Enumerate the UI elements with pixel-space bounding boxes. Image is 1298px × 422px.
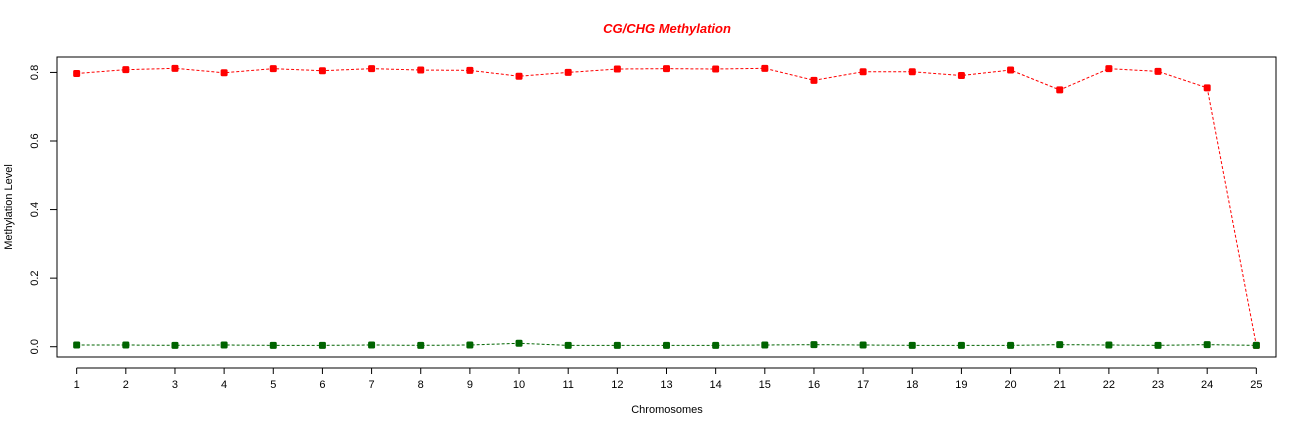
x-tick-label: 6 xyxy=(319,379,325,391)
series-point-1 xyxy=(515,72,523,80)
series-point-2 xyxy=(171,341,179,349)
series-point-1 xyxy=(1105,65,1113,73)
y-tick-label: 0.8 xyxy=(29,65,41,80)
x-tick-label: 17 xyxy=(857,379,869,391)
series-point-2 xyxy=(318,341,326,349)
chart-title: CG/CHG Methylation xyxy=(603,21,731,36)
series-point-1 xyxy=(957,72,965,80)
series-point-2 xyxy=(908,341,916,349)
series-point-1 xyxy=(663,65,670,73)
series-point-1 xyxy=(810,76,818,84)
x-tick-label: 23 xyxy=(1152,379,1164,391)
series-point-2 xyxy=(466,341,474,349)
x-tick-label: 12 xyxy=(611,379,623,391)
series-point-2 xyxy=(515,339,523,347)
series-point-2 xyxy=(564,341,572,349)
x-tick-label: 24 xyxy=(1201,379,1213,391)
y-axis-label: Methylation Level xyxy=(3,164,15,250)
x-tick-label: 22 xyxy=(1103,379,1115,391)
y-axis: 0.0 0.2 0.4 0.6 0.8 xyxy=(29,65,57,354)
x-tick-label: 5 xyxy=(270,379,276,391)
y-tick-label: 0.2 xyxy=(29,270,41,285)
series-point-2 xyxy=(1154,341,1162,349)
y-tick-label: 0.4 xyxy=(29,202,41,217)
series-point-2 xyxy=(368,341,376,349)
series-point-2 xyxy=(859,341,867,349)
x-axis: 1 2 3 4 5 6 7 8 9 10 11 12 13 14 15 16 17 18 19 20 21 22 23 24 2… xyxy=(74,367,1262,391)
series-point-1 xyxy=(368,65,376,73)
series-point-2 xyxy=(1056,341,1064,349)
series-point-1 xyxy=(1007,66,1015,74)
series-point-1 xyxy=(908,68,916,76)
x-tick-label: 3 xyxy=(172,379,178,391)
series-point-1 xyxy=(171,64,179,72)
series-point-1 xyxy=(613,65,621,73)
series-point-2 xyxy=(269,341,277,349)
x-tick-label: 19 xyxy=(955,379,967,391)
series-point-2 xyxy=(417,341,425,349)
x-tick-label: 14 xyxy=(710,379,722,391)
series-point-2 xyxy=(1007,341,1015,349)
x-tick-label: 18 xyxy=(906,379,918,391)
series-point-2 xyxy=(810,341,818,349)
x-tick-label: 1 xyxy=(74,379,80,391)
x-tick-label: 7 xyxy=(369,379,375,391)
x-tick-label: 25 xyxy=(1250,379,1262,391)
x-tick-label: 11 xyxy=(562,379,573,391)
series-point-2 xyxy=(1105,341,1113,349)
series-point-2 xyxy=(1203,341,1211,349)
x-tick-label: 8 xyxy=(418,379,424,391)
x-tick-label: 2 xyxy=(123,379,129,391)
series-point-1 xyxy=(1056,86,1064,94)
series-point-1 xyxy=(712,65,720,73)
series-line-1 xyxy=(76,67,1257,346)
series-point-2 xyxy=(712,341,720,349)
series-point-1 xyxy=(1154,67,1162,75)
x-tick-label: 21 xyxy=(1054,379,1066,391)
series-point-2 xyxy=(73,341,81,349)
x-tick-label: 9 xyxy=(467,379,473,391)
series-point-2 xyxy=(957,341,965,349)
y-tick-label: 0.0 xyxy=(29,339,41,354)
series-point-1 xyxy=(1203,84,1211,92)
x-tick-label: 4 xyxy=(221,379,227,391)
series-point-1 xyxy=(761,64,769,72)
series-point-1 xyxy=(220,69,228,77)
x-tick-label: 10 xyxy=(513,379,525,391)
series-point-2 xyxy=(220,341,228,349)
series-point-1 xyxy=(564,68,572,76)
series-point-1 xyxy=(122,66,130,74)
y-tick-label: 0.6 xyxy=(29,133,41,148)
x-tick-label: 20 xyxy=(1004,379,1016,391)
series-point-1 xyxy=(73,69,81,77)
series-layer xyxy=(73,64,1260,349)
x-tick-label: 15 xyxy=(759,379,771,391)
series-point-2 xyxy=(1252,341,1260,349)
series-point-1 xyxy=(318,67,326,75)
series-point-1 xyxy=(269,65,277,73)
x-tick-label: 13 xyxy=(660,379,672,391)
series-point-2 xyxy=(761,341,769,349)
x-tick-label: 16 xyxy=(808,379,820,391)
plot-area-frame xyxy=(56,56,1277,358)
series-point-2 xyxy=(663,341,670,349)
series-point-2 xyxy=(613,341,621,349)
series-point-1 xyxy=(859,68,867,76)
series-point-1 xyxy=(466,66,474,74)
series-point-1 xyxy=(417,66,425,74)
x-axis-label: Chromosomes xyxy=(631,404,703,416)
series-point-2 xyxy=(122,341,130,349)
